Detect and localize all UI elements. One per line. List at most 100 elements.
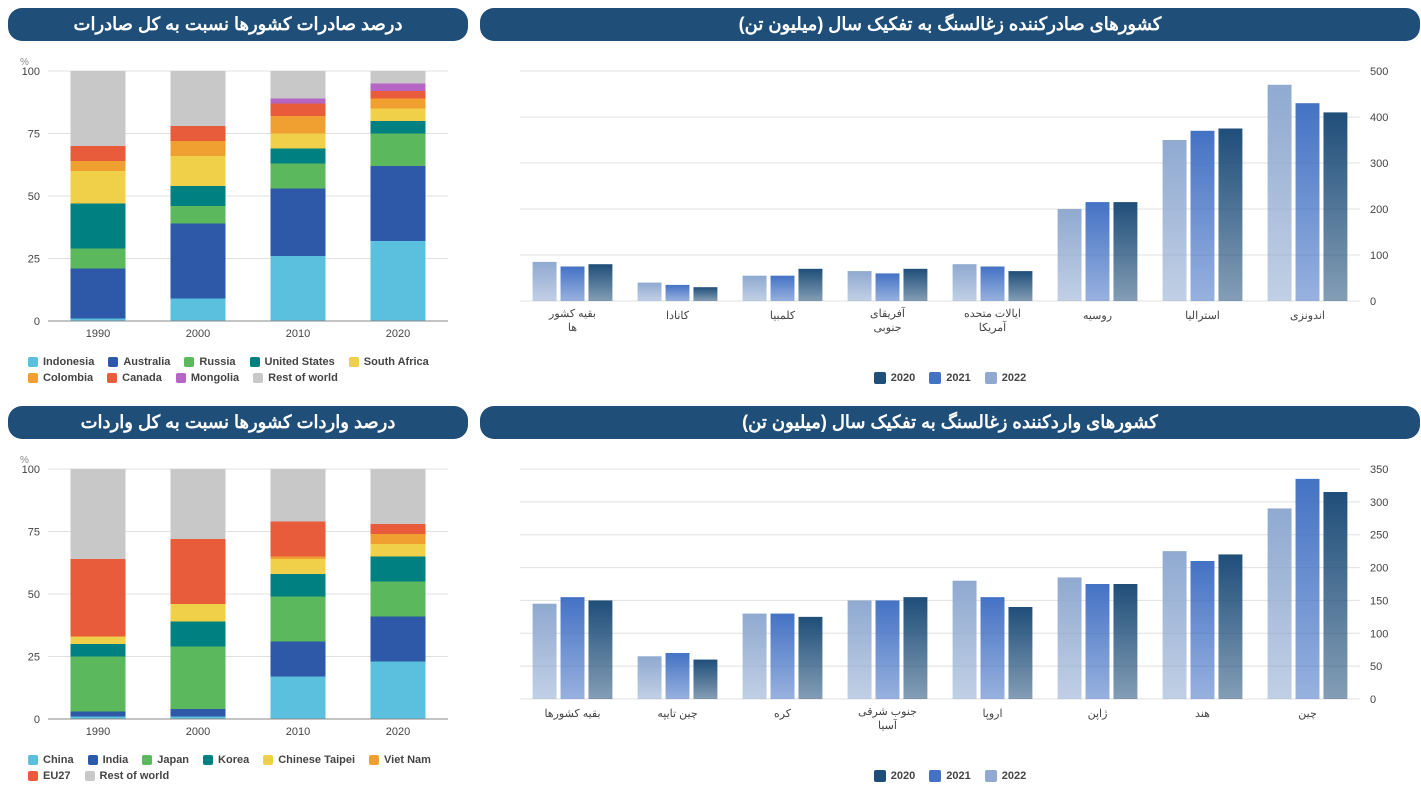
- svg-text:0: 0: [34, 714, 40, 726]
- legend-label: Canada: [122, 372, 162, 384]
- svg-text:چین تایپه: چین تایپه: [657, 708, 697, 720]
- svg-text:2010: 2010: [286, 726, 310, 738]
- svg-text:2020: 2020: [386, 328, 410, 340]
- legend-swatch: [369, 755, 379, 765]
- svg-text:75: 75: [28, 527, 40, 539]
- svg-text:بقیه کشور: بقیه کشور: [548, 308, 596, 320]
- svg-text:0: 0: [1370, 296, 1376, 308]
- legend-label: Indonesia: [43, 356, 94, 368]
- legend-label: Mongolia: [191, 372, 239, 384]
- svg-text:200: 200: [1370, 204, 1388, 216]
- legend-item: 2022: [985, 770, 1026, 782]
- legend-label: Russia: [199, 356, 235, 368]
- svg-text:25: 25: [28, 652, 40, 664]
- svg-text:آسیا: آسیا: [878, 719, 898, 732]
- chart-import-percent: %02550751001990200020102020: [8, 449, 468, 750]
- svg-text:هند: هند: [1195, 708, 1210, 720]
- svg-text:150: 150: [1370, 595, 1388, 607]
- svg-text:2010: 2010: [286, 328, 310, 340]
- legend-item: 2022: [985, 372, 1026, 384]
- svg-text:75: 75: [28, 129, 40, 141]
- dashboard: درصد صادرات کشورها نسبت به کل صادرات %02…: [8, 8, 1413, 786]
- legend-label: 2021: [946, 770, 970, 782]
- legend-label: Japan: [157, 754, 189, 766]
- legend-label: Colombia: [43, 372, 93, 384]
- svg-text:اروپا: اروپا: [982, 708, 1002, 720]
- title-export-percent: درصد صادرات کشورها نسبت به کل صادرات: [8, 8, 468, 41]
- legend-label: 2022: [1002, 770, 1026, 782]
- svg-text:300: 300: [1370, 497, 1388, 509]
- legend-label: Rest of world: [268, 372, 338, 384]
- svg-text:آفریقای: آفریقای: [870, 307, 906, 320]
- svg-text:100: 100: [1370, 250, 1388, 262]
- svg-text:500: 500: [1370, 66, 1388, 78]
- legend-swatch: [28, 771, 38, 781]
- legend-label: Australia: [123, 356, 170, 368]
- title-exporters-by-year: کشورهای صادرکننده زغالسنگ به تفکیک سال (…: [480, 8, 1420, 41]
- svg-text:2000: 2000: [186, 726, 210, 738]
- legend-swatch: [349, 357, 359, 367]
- legend-label: South Africa: [364, 356, 429, 368]
- legend-swatch: [250, 357, 260, 367]
- legend-importers-by-year: 2020 2021 2022: [480, 766, 1420, 786]
- legend-item: 2020: [874, 770, 915, 782]
- legend-label: 2022: [1002, 372, 1026, 384]
- legend-item: Korea: [203, 754, 249, 766]
- svg-text:کلمبیا: کلمبیا: [770, 310, 796, 322]
- legend-swatch: [107, 373, 117, 383]
- legend-item: Colombia: [28, 372, 93, 384]
- legend-item: EU27: [28, 770, 71, 782]
- svg-text:250: 250: [1370, 530, 1388, 542]
- legend-import-percent: ChinaIndiaJapanKoreaChinese TaipeiViet N…: [8, 750, 468, 786]
- chart-exporters-by-year: 0100200300400500اندونزیاسترالیاروسیهایال…: [480, 51, 1420, 368]
- legend-item: 2021: [929, 770, 970, 782]
- legend-exporters-by-year: 202020212022: [480, 368, 1420, 388]
- legend-item: Indonesia: [28, 356, 94, 368]
- legend-swatch: [28, 357, 38, 367]
- legend-label: Korea: [218, 754, 249, 766]
- legend-item: India: [88, 754, 129, 766]
- legend-swatch: [929, 372, 941, 384]
- legend-item: Canada: [107, 372, 162, 384]
- legend-swatch: [203, 755, 213, 765]
- svg-text:1990: 1990: [86, 328, 110, 340]
- legend-swatch: [263, 755, 273, 765]
- legend-label: Rest of world: [100, 770, 170, 782]
- legend-item: Mongolia: [176, 372, 239, 384]
- legend-swatch: [874, 770, 886, 782]
- title-importers-by-year: کشورهای واردکننده زغالسنگ به تفکیک سال (…: [480, 406, 1420, 439]
- legend-item: Viet Nam: [369, 754, 431, 766]
- legend-item: Chinese Taipei: [263, 754, 355, 766]
- svg-text:ژاپن: ژاپن: [1088, 708, 1108, 720]
- legend-swatch: [28, 755, 38, 765]
- svg-text:کره: کره: [774, 708, 792, 720]
- legend-swatch: [985, 770, 997, 782]
- svg-text:0: 0: [1370, 694, 1376, 706]
- svg-text:100: 100: [22, 66, 40, 78]
- legend-swatch: [85, 771, 95, 781]
- legend-export-percent: IndonesiaAustraliaRussiaUnited StatesSou…: [8, 352, 468, 388]
- legend-label: Viet Nam: [384, 754, 431, 766]
- svg-text:350: 350: [1370, 464, 1388, 476]
- legend-swatch: [985, 372, 997, 384]
- legend-label: 2020: [891, 770, 915, 782]
- legend-swatch: [184, 357, 194, 367]
- svg-text:1990: 1990: [86, 726, 110, 738]
- svg-text:2000: 2000: [186, 328, 210, 340]
- legend-swatch: [108, 357, 118, 367]
- svg-text:ایالات متحده: ایالات متحده: [964, 308, 1021, 320]
- panel-import-percent: درصد واردات کشورها نسبت به کل واردات %02…: [8, 406, 468, 786]
- svg-text:100: 100: [1370, 628, 1388, 640]
- svg-text:آمریکا: آمریکا: [979, 321, 1007, 334]
- legend-label: 2020: [891, 372, 915, 384]
- legend-swatch: [142, 755, 152, 765]
- legend-swatch: [929, 770, 941, 782]
- legend-item: Russia: [184, 356, 235, 368]
- svg-text:200: 200: [1370, 563, 1388, 575]
- svg-text:2020: 2020: [386, 726, 410, 738]
- svg-text:روسیه: روسیه: [1083, 310, 1112, 322]
- svg-text:0: 0: [34, 316, 40, 328]
- svg-text:300: 300: [1370, 158, 1388, 170]
- svg-text:بقیه کشورها: بقیه کشورها: [544, 708, 600, 720]
- legend-swatch: [253, 373, 263, 383]
